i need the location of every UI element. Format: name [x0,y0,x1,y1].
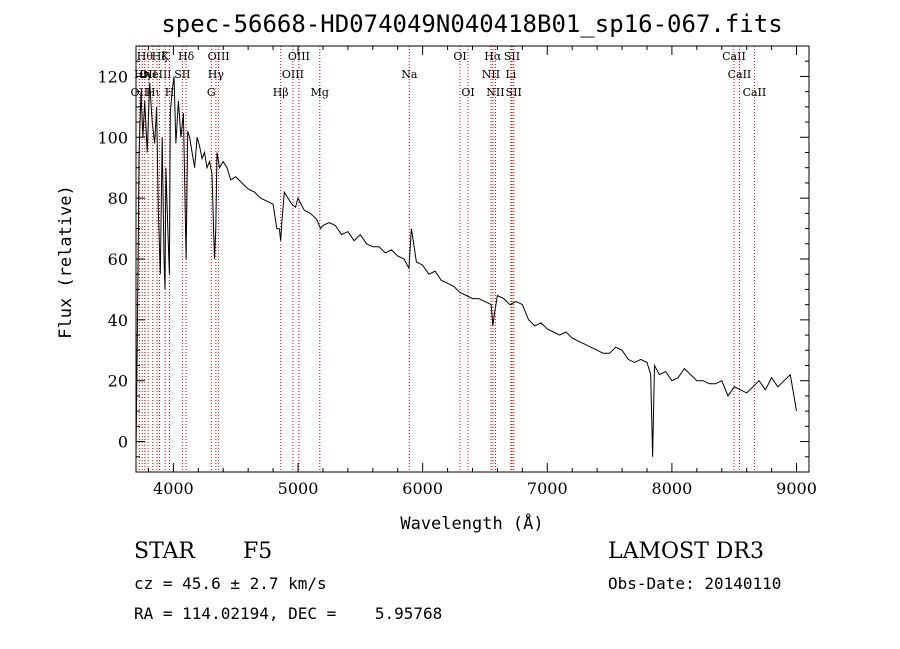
line-marker-label: Na [401,68,418,81]
redshift-line: cz = 45.6 ± 2.7 km/s [134,574,327,593]
line-marker-label: OII [139,68,157,81]
line-marker-label: CaII [728,68,752,81]
line-marker-label: H [165,86,175,99]
survey-label: LAMOST DR3 [608,539,764,564]
y-tick-label: 40 [108,311,128,330]
y-tick-label: 80 [108,189,128,208]
line-marker-label: OIII [288,50,310,63]
line-marker-label: Li [505,68,516,81]
line-marker-label: Hα [484,50,502,63]
line-marker-label: SII [506,86,522,99]
chart-title: spec-56668-HD074049N040418B01_sp16-067.f… [161,10,782,38]
line-marker-label: OI [453,50,466,63]
line-marker-label: OIII [208,50,230,63]
line-marker-label: CaII [722,50,746,63]
x-tick-label: 5000 [278,479,319,498]
spectrum-series [135,76,797,457]
object-subclass-label: F5 [243,539,273,564]
line-marker-label: K [161,50,170,63]
y-tick-label: 20 [108,372,128,391]
x-tick-label: 7000 [527,479,568,498]
line-marker-label: Hγ [208,68,225,81]
y-axis-label: Flux (relative) [56,185,76,339]
y-tick-label: 120 [97,67,128,86]
line-marker-label: NII [482,68,500,81]
line-marker-label: CaII [743,86,767,99]
line-annotations: OIIHηHθOIIHιNeIIIHζKHSIIHδGHγOIIIHβOIIIO… [131,46,767,472]
x-tick-label: 4000 [153,479,194,498]
line-marker-label: OI [461,86,474,99]
line-marker-label: OII [131,86,149,99]
line-marker-label: Hθ [137,50,154,63]
y-tick-label: 100 [97,128,128,147]
line-marker-label: SII [174,68,190,81]
line-marker-label: Mg [311,86,329,99]
spectrum-line [135,76,797,457]
x-tick-label: 8000 [652,479,693,498]
plot-frame [135,45,810,473]
y-tick-label: 60 [108,250,128,269]
line-marker-label: Hζ [152,50,168,63]
line-marker-label: NeIII [142,68,171,81]
obs-date-line: Obs-Date: 20140110 [608,574,782,593]
object-class-label: STAR [134,539,195,564]
line-marker-label: G [207,86,216,99]
line-marker-label: Hι [146,86,160,99]
line-marker-label: Hδ [178,50,195,63]
line-marker-label: NII [486,86,504,99]
line-marker-label: Hβ [273,86,289,99]
coordinates-line: RA = 114.02194, DEC = 5.95768 [134,604,443,623]
y-tick-label: 0 [118,433,128,452]
line-marker-label: Hη [134,68,150,81]
x-axis-label: Wavelength (Å) [400,512,543,534]
line-marker-label: SII [504,50,520,63]
axes: 4000 5000 6000 7000 8000 9000 0 20 40 60 80 100 120 [97,45,817,498]
x-tick-label: 6000 [402,479,443,498]
x-tick-label: 9000 [776,479,817,498]
line-marker-label: OIII [282,68,304,81]
